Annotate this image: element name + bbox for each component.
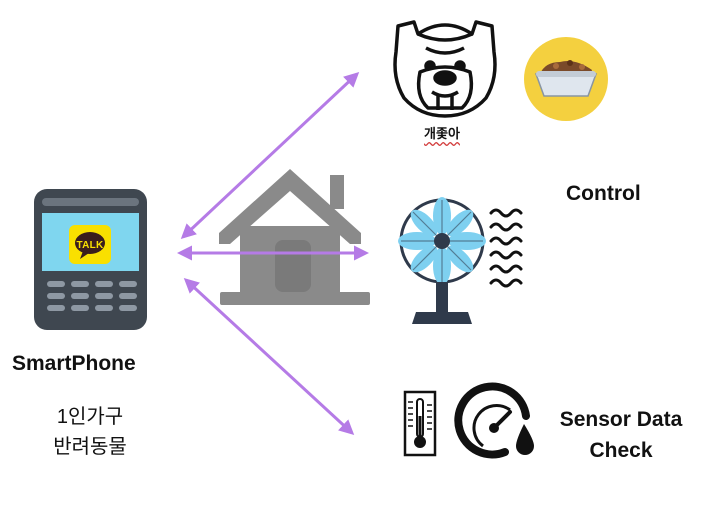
kakaotalk-icon	[69, 225, 111, 264]
control-label: Control	[566, 182, 641, 205]
pet-food-bowl-icon	[524, 37, 608, 121]
arrow-to-sensor	[183, 277, 355, 436]
bulldog-icon	[393, 20, 497, 118]
thermometer-icon	[403, 390, 437, 457]
house-icon	[219, 169, 370, 305]
sensor-line-1: Sensor Data	[559, 408, 683, 431]
electric-fan-icon	[398, 197, 486, 324]
kakaotalk-badge-text: TALK	[76, 239, 104, 251]
humidity-gauge-icon	[454, 382, 534, 459]
household-line-1: 1인가구	[56, 406, 124, 428]
arrow-to-pet	[180, 71, 360, 240]
wind-waves-icon	[489, 208, 523, 288]
sensor-line-2: Check	[589, 439, 653, 462]
sensor-data-label: Sensor Data Check	[546, 404, 696, 466]
connection-arrows	[177, 71, 369, 436]
household-text: 1인가구 반려동물	[30, 402, 150, 462]
smartphone-label: SmartPhone	[12, 352, 136, 375]
household-line-2: 반려동물	[53, 436, 127, 458]
dog-caption: 개좇아	[424, 126, 460, 141]
smartphone-icon	[34, 189, 147, 330]
